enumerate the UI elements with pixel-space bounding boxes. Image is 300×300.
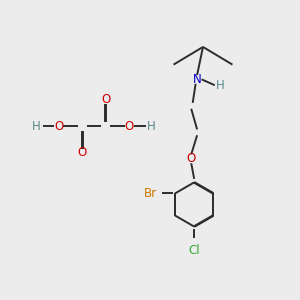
Text: H: H bbox=[32, 120, 41, 133]
Text: O: O bbox=[54, 120, 63, 133]
Text: O: O bbox=[78, 146, 87, 159]
Text: N: N bbox=[193, 73, 202, 86]
Text: O: O bbox=[101, 93, 110, 106]
Text: Br: Br bbox=[143, 187, 157, 200]
Text: O: O bbox=[125, 120, 134, 133]
Text: Cl: Cl bbox=[188, 244, 200, 257]
Text: H: H bbox=[147, 120, 156, 133]
Text: H: H bbox=[216, 79, 225, 92]
Text: O: O bbox=[187, 152, 196, 165]
